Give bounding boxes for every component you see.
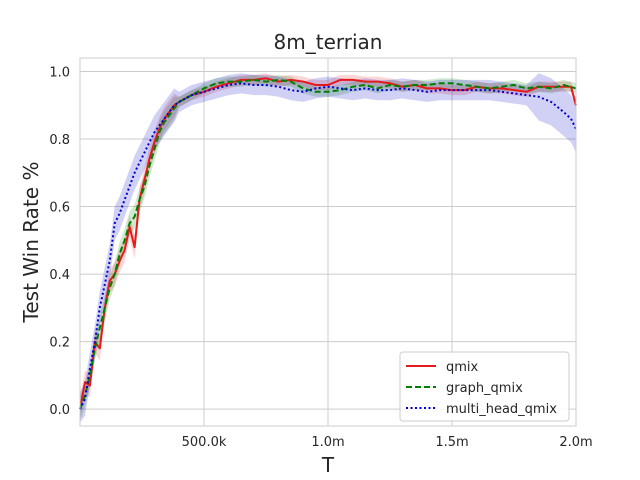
multi-head-qmix-line (79, 82, 577, 410)
chart-title: 8m_terrian (274, 30, 383, 54)
y-tick-label: 0.8 (49, 133, 70, 148)
plot-frame (79, 57, 577, 427)
x-tick-label: 1.5m (435, 435, 468, 450)
grid (80, 58, 577, 426)
y-axis-title: Test Win Rate % (19, 162, 43, 324)
legend: qmix graph_qmix multi_head_qmix (399, 351, 570, 422)
y-tick-label: 1.0 (49, 66, 70, 81)
x-tick-label: 500.0k (182, 435, 227, 450)
y-tick-label: 0.6 (49, 201, 70, 216)
x-axis-title: T (321, 453, 335, 477)
series-lines (79, 77, 577, 410)
y-tick-label: 0.2 (49, 336, 70, 351)
y-tick-labels: 0.0 0.2 0.4 0.6 0.8 1.0 (49, 66, 70, 419)
legend-box (399, 351, 570, 422)
y-tick-label: 0.0 (49, 403, 70, 418)
x-tick-labels: 500.0k 1.0m 1.5m 2.0m (182, 435, 593, 450)
multi-head-qmix-legend-label: multi_head_qmix (446, 402, 557, 417)
y-tick-label: 0.4 (49, 268, 70, 283)
graph-qmix-line (79, 78, 577, 410)
x-tick-label: 2.0m (559, 435, 592, 450)
qmix-legend-label: qmix (446, 360, 479, 375)
x-tick-label: 1.0m (311, 435, 344, 450)
graph-qmix-legend-label: graph_qmix (446, 381, 523, 396)
